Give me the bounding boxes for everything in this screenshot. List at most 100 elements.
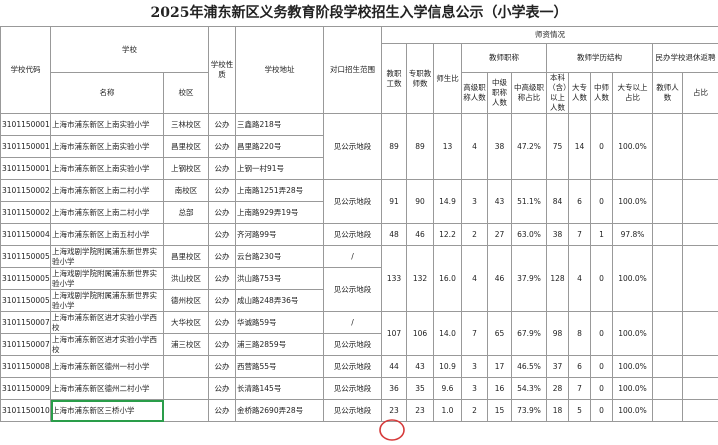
cell: 公办	[208, 245, 236, 268]
cell: 上海市浦东新区上南二村小学	[50, 201, 164, 224]
cell: 37	[546, 355, 569, 378]
cell	[163, 377, 209, 400]
header-cell: 大专以上占比	[612, 72, 653, 114]
header-cell: 中高级职称占比	[511, 72, 547, 114]
cell: 三林校区	[163, 113, 209, 136]
cell: 3101150002	[0, 201, 51, 224]
cell: 44	[381, 355, 407, 378]
cell	[682, 223, 718, 246]
cell: 38	[487, 113, 512, 180]
table-row: 3101150005 上海戏剧学院附属浦东新世界实验小学 昌里校区 公办 云台路230号…	[0, 245, 718, 312]
cell: /	[323, 311, 382, 334]
header-cell: 教师学历结构	[546, 43, 653, 73]
table-row: 3101150001 上海市浦东新区上南实验小学 昌里校区 公办 昌里路220号	[0, 135, 718, 158]
header-cell: 专职教师数	[406, 43, 434, 114]
cell: 公办	[208, 201, 236, 224]
cell: 3101150002	[0, 179, 51, 202]
cell: 公办	[208, 355, 236, 378]
cell: 8	[568, 311, 591, 356]
cell: 100.0%	[612, 399, 653, 422]
table-row: 3101150008 上海市浦东新区德州一村小学 公办 西营路55号 见公示地段 44 43…	[0, 355, 718, 378]
cell: 洪山路753号	[235, 267, 324, 290]
header-cell: 教职工数	[381, 43, 407, 114]
cell: 上钢一村91号	[235, 157, 324, 180]
header-cell: 学校	[50, 26, 209, 73]
cell: 107	[381, 311, 407, 356]
cell	[652, 179, 683, 224]
cell: 13	[433, 113, 462, 180]
cell: 47.2%	[511, 113, 547, 180]
table-row: 3101150005 上海戏剧学院附属浦东新世界实验小学 德州校区 公办 成山路248弄…	[0, 289, 718, 312]
cell: 4	[461, 113, 488, 180]
cell: 91	[381, 179, 407, 224]
cell: 上南路929弄19号	[235, 201, 324, 224]
cell: 14.9	[433, 179, 462, 224]
cell: 公办	[208, 311, 236, 334]
cell: 总部	[163, 201, 209, 224]
cell: 48	[381, 223, 407, 246]
cell: 3	[461, 355, 488, 378]
cell: 38	[546, 223, 569, 246]
cell: 3101150001	[0, 157, 51, 180]
cell: 昌里校区	[163, 245, 209, 268]
cell: 3101150005	[0, 267, 51, 290]
cell: 公办	[208, 267, 236, 290]
cell: 公办	[208, 377, 236, 400]
cell: 2	[461, 223, 488, 246]
cell: 51.1%	[511, 179, 547, 224]
cell	[652, 223, 683, 246]
header-cell: 师资情况	[381, 26, 718, 44]
header-cell: 民办学校退休返聘	[652, 43, 718, 73]
header-cell: 本科（含）以上人数	[546, 72, 569, 114]
cell: 3	[461, 377, 488, 400]
cell: 云台路230号	[235, 245, 324, 268]
cell: 128	[546, 245, 569, 312]
cell: 上海市浦东新区上南实验小学	[50, 135, 164, 158]
cell: 公办	[208, 135, 236, 158]
table-row: 3101150002 上海市浦东新区上南二村小学 南校区 公办 上南路1251弄28号见…	[0, 179, 718, 224]
cell: 2	[461, 399, 488, 422]
header-cell: 校区	[163, 72, 209, 114]
cell: 上海戏剧学院附属浦东新世界实验小学	[50, 267, 164, 290]
cell: 36	[381, 377, 407, 400]
cell: 17	[487, 355, 512, 378]
cell: 5	[568, 399, 591, 422]
cell: 上海市浦东新区上南实验小学	[50, 113, 164, 136]
cell: 97.8%	[612, 223, 653, 246]
cell: 上海市浦东新区德州一村小学	[50, 355, 164, 378]
cell	[652, 113, 683, 180]
cell: 89	[406, 113, 434, 180]
cell	[652, 399, 683, 422]
cell	[682, 399, 718, 422]
cell: 75	[546, 113, 569, 180]
cell: 4	[461, 245, 488, 312]
cell: 3101150007	[0, 311, 51, 334]
cell: 浦三路2859号	[235, 333, 324, 356]
cell: 100.0%	[612, 179, 653, 224]
cell: 7	[568, 223, 591, 246]
cell: 大华校区	[163, 311, 209, 334]
cell: 西营路55号	[235, 355, 324, 378]
table-body: 3101150001 上海市浦东新区上南实验小学 三林校区 公办 三鑫路218号 见公示地…	[0, 113, 718, 422]
table-row: 3101150001 上海市浦东新区上南实验小学 三林校区 公办 三鑫路218号 见公示地…	[0, 113, 718, 180]
cell: 上钢校区	[163, 157, 209, 180]
cell	[163, 223, 209, 246]
table-row: 3101150005 上海戏剧学院附属浦东新世界实验小学 洪山校区 公办 洪山路753号…	[0, 267, 718, 312]
cell: 上海市浦东新区上南二村小学	[50, 179, 164, 202]
cell: 公办	[208, 113, 236, 136]
cell: 15	[487, 399, 512, 422]
cell: 0	[590, 179, 613, 224]
cell: 132	[406, 245, 434, 312]
cell: 14	[568, 113, 591, 180]
cell: 三鑫路218号	[235, 113, 324, 136]
cell: 10.9	[433, 355, 462, 378]
cell: 0	[590, 399, 613, 422]
cell: 6	[568, 179, 591, 224]
cell: 上海市浦东新区上南实验小学	[50, 157, 164, 180]
cell: 上海市浦东新区上南五村小学	[50, 223, 164, 246]
cell: 0	[590, 113, 613, 180]
cell: 见公示地段	[323, 399, 382, 422]
cell	[682, 311, 718, 356]
cell: 公办	[208, 289, 236, 312]
